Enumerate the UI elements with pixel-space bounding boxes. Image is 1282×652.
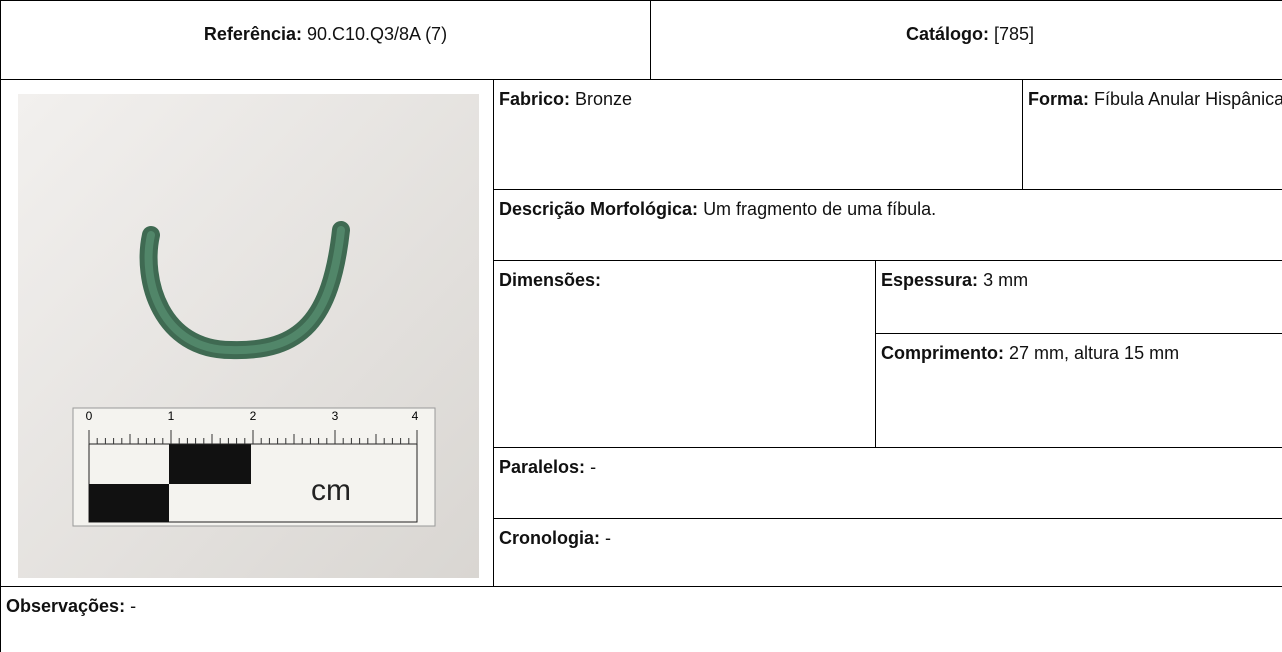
label: Observações: [6, 596, 126, 616]
scale-unit: cm [311, 474, 351, 507]
label: Paralelos: [499, 457, 586, 477]
scale-black [169, 444, 251, 484]
label: Descrição Morfológica: [499, 199, 699, 219]
value: - [605, 528, 612, 548]
label: Fabrico: [499, 89, 571, 109]
value: Um fragmento de uma fíbula. [703, 199, 937, 219]
label: Referência: [203, 24, 302, 44]
value: Fíbula Anular Hispânica [1094, 89, 1282, 109]
label: Forma: [1028, 89, 1090, 109]
scale-black [89, 484, 169, 522]
scale-label: 0 [86, 409, 93, 423]
forma-cell: Forma: Fíbula Anular Hispânica [1022, 79, 1282, 190]
espessura-cell: Espessura: 3 mm [875, 260, 1282, 334]
value: 27 mm, altura 15 mm [1009, 343, 1180, 363]
label: Dimensões: [499, 270, 602, 290]
comprimento-cell: Comprimento: 27 mm, altura 15 mm [875, 333, 1282, 448]
paralelos-cell: Paralelos: - [493, 447, 1282, 519]
label: Espessura: [881, 270, 979, 290]
reference-cell: Referência: 90.C10.Q3/8A (7) [0, 0, 651, 80]
scale: 0 1 2 3 4 cm [72, 407, 436, 527]
scale-label: 4 [412, 409, 419, 423]
dimensoes-cell: Dimensões: [493, 260, 876, 448]
cronologia-cell: Cronologia: - [493, 518, 1282, 587]
descricao-cell: Descrição Morfológica: Um fragmento de u… [493, 189, 1282, 261]
value: Bronze [575, 89, 633, 109]
fibula-highlight [144, 226, 345, 355]
value: - [590, 457, 597, 477]
observacoes-cell: Observações: - [0, 586, 1282, 652]
scale-label: 3 [332, 409, 339, 423]
photo: 0 1 2 3 4 cm [18, 94, 479, 578]
label: Cronologia: [499, 528, 600, 548]
value: 3 mm [983, 270, 1029, 290]
photo-cell: 0 1 2 3 4 cm [0, 79, 494, 587]
fabrico-cell: Fabrico: Bronze [493, 79, 1023, 190]
catalog-cell: Catálogo: [785] [650, 0, 1282, 80]
value: [785] [993, 24, 1035, 44]
scale-label: 1 [168, 409, 175, 423]
value: 90.C10.Q3/8A (7) [306, 24, 448, 44]
value: - [130, 596, 137, 616]
label: Catálogo: [905, 24, 989, 44]
scale-label: 2 [250, 409, 257, 423]
label: Comprimento: [881, 343, 1004, 363]
